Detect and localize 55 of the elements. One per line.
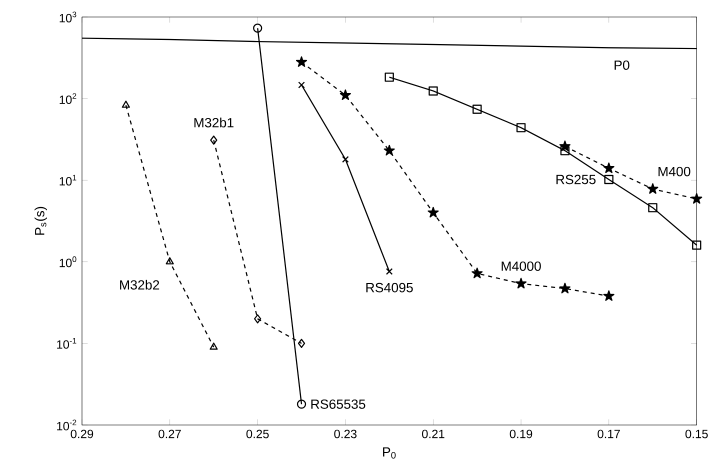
point xyxy=(560,146,570,156)
point xyxy=(647,183,658,194)
x-tick-label: 0.27 xyxy=(158,430,181,438)
point xyxy=(603,162,614,174)
point xyxy=(342,156,349,163)
point xyxy=(559,140,570,152)
x-tick-label: 0.19 xyxy=(510,430,532,438)
point xyxy=(516,123,526,132)
series-label: M32b2 xyxy=(120,280,160,290)
x-tick-label: 0.23 xyxy=(334,430,357,438)
series-label: RS65535 xyxy=(311,399,366,409)
y-tick-label: 10$^{-2}$ xyxy=(57,420,76,430)
point xyxy=(472,104,482,114)
series-label: M32b1 xyxy=(194,118,234,128)
point xyxy=(384,72,394,82)
point xyxy=(428,206,439,218)
point xyxy=(603,290,614,301)
y-tick-label: 10$^{0}$ xyxy=(60,256,76,268)
point xyxy=(340,89,351,100)
x-axis-title: P$_{0}$ xyxy=(383,447,396,459)
y-tick-label: 10$^{3}$ xyxy=(60,12,76,22)
x-tick-label: 0.29 xyxy=(70,430,94,438)
point xyxy=(472,268,483,278)
point xyxy=(428,86,438,96)
point xyxy=(691,193,702,204)
point xyxy=(648,203,658,212)
series-label: RS255 xyxy=(556,174,596,184)
x-tick-label: 0.21 xyxy=(422,430,444,438)
point xyxy=(692,240,702,250)
x-tick-label: 0.15 xyxy=(685,430,708,438)
series-label: P0 xyxy=(614,60,630,70)
series-label: RS4095 xyxy=(366,282,413,292)
y-axis-title: P$_{s}$(s) xyxy=(34,206,48,235)
point xyxy=(298,82,305,88)
series-label: M4000 xyxy=(502,261,541,271)
point xyxy=(298,338,306,348)
point xyxy=(559,282,570,294)
point xyxy=(296,56,308,67)
point xyxy=(515,278,527,288)
point xyxy=(384,144,395,156)
point xyxy=(296,400,306,409)
point xyxy=(210,136,218,145)
point xyxy=(122,100,130,108)
x-tick-label: 0.25 xyxy=(246,430,269,438)
point xyxy=(254,314,262,324)
series-label: M400 xyxy=(658,166,690,176)
point xyxy=(604,174,614,184)
y-tick-label: 10$^{1}$ xyxy=(60,174,76,186)
point xyxy=(386,268,393,275)
y-tick-label: 10$^{2}$ xyxy=(60,93,76,104)
y-tick-label: 10$^{-1}$ xyxy=(57,338,76,349)
point xyxy=(210,342,218,350)
point xyxy=(253,24,262,33)
x-tick-label: 0.17 xyxy=(598,430,620,438)
point xyxy=(166,257,174,264)
